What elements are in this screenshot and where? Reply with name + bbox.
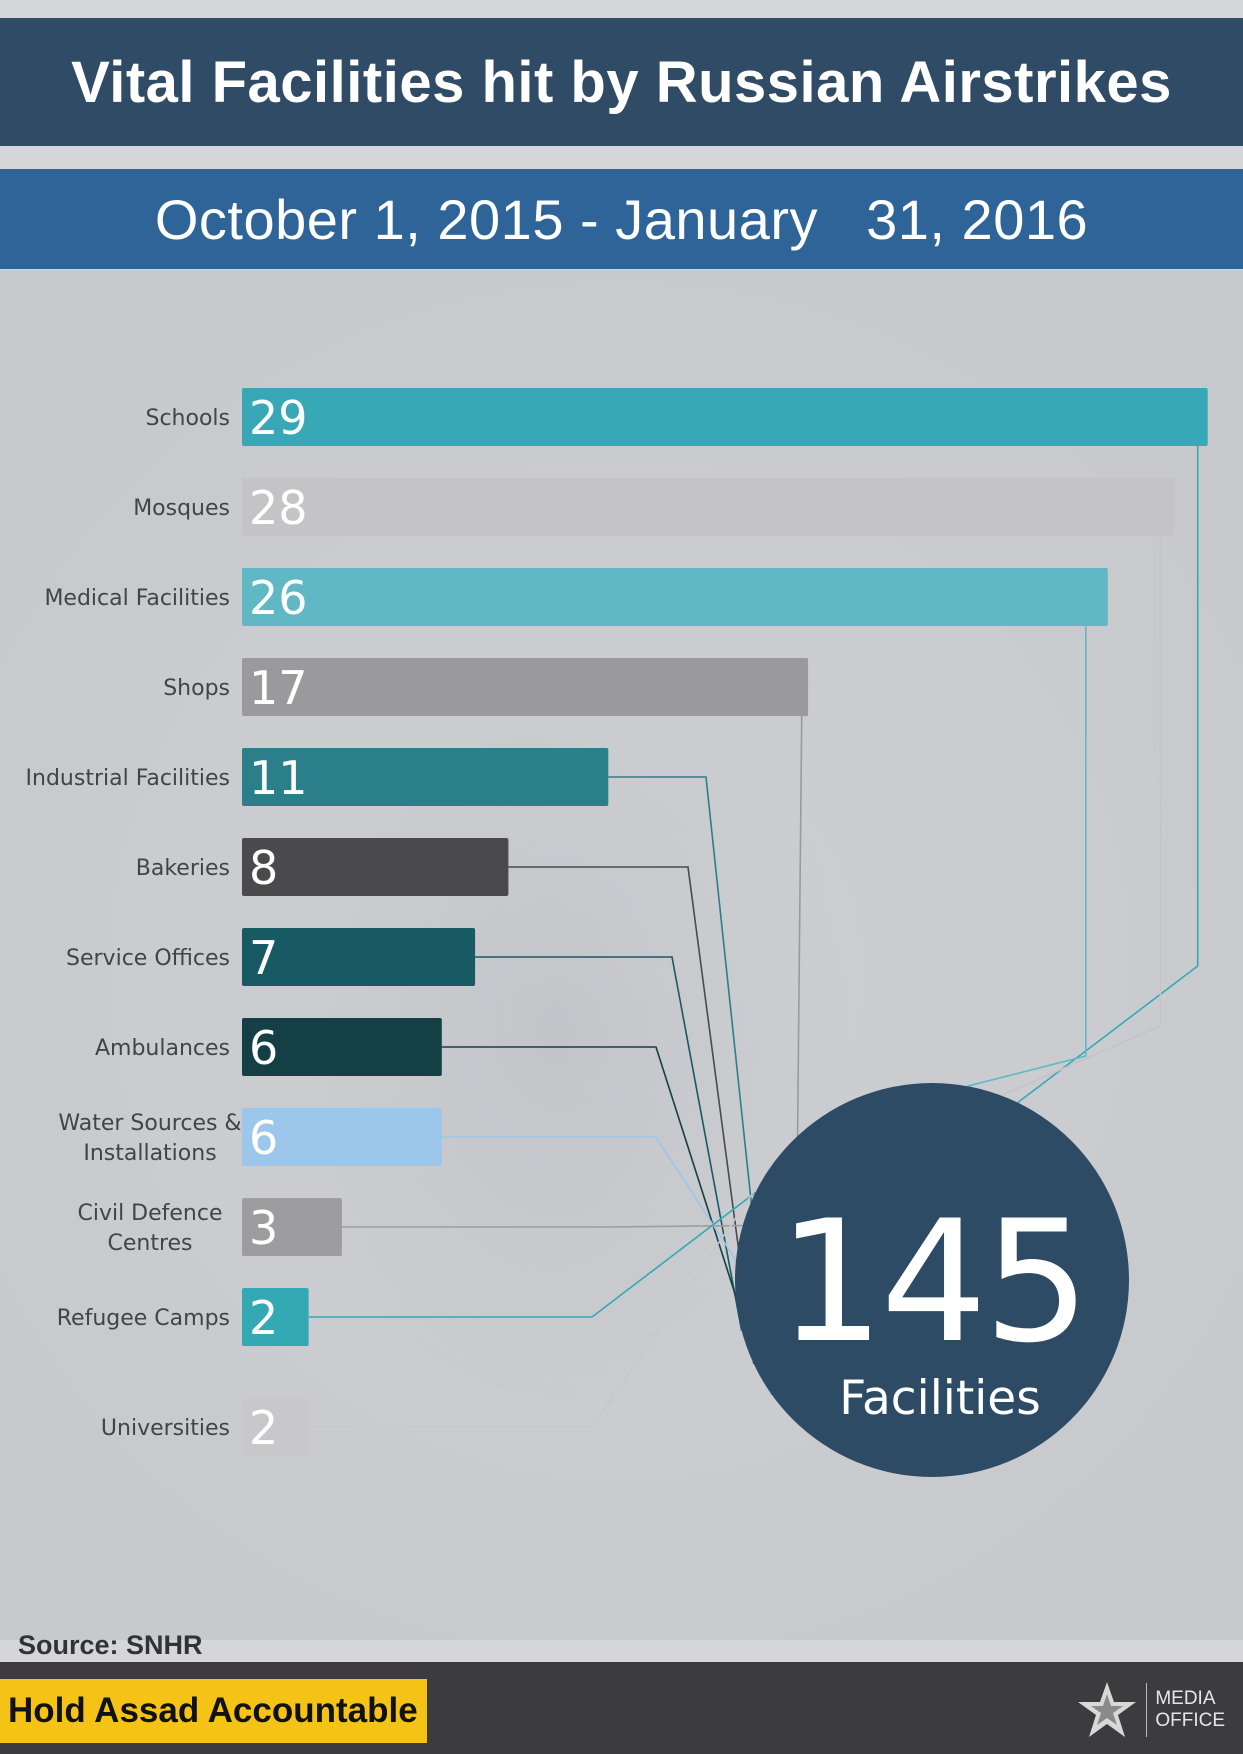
bar-refugee-camps xyxy=(242,1288,309,1346)
bar-service-offices xyxy=(242,928,476,986)
value-label-shops: 17 xyxy=(249,661,308,715)
date-range: October 1, 2015 - January 31, 2016 xyxy=(154,187,1089,251)
value-label-industrial-facilities: 11 xyxy=(249,751,308,805)
value-label-bakeries: 8 xyxy=(249,841,278,895)
connector-schools xyxy=(1017,446,1199,1104)
connector-bakeries xyxy=(508,866,755,1365)
value-label-universities: 2 xyxy=(249,1401,278,1455)
value-label-water-sources-installations: 6 xyxy=(249,1111,278,1165)
slogan-text: Hold Assad Accountable xyxy=(8,1691,418,1730)
connector-water-sources-installations xyxy=(441,1136,737,1261)
total-label: Facilities xyxy=(839,1371,1040,1426)
connector-industrial-facilities xyxy=(608,776,773,1395)
connector-service-offices xyxy=(475,956,743,1331)
category-label-service-offices: Service Offices xyxy=(66,946,230,971)
category-label-water-sources-installations: Water Sources & Installations xyxy=(58,1111,241,1166)
category-label-shops: Shops xyxy=(163,676,230,701)
value-label-medical-facilities: 26 xyxy=(249,571,308,625)
category-label-schools: Schools xyxy=(146,406,231,431)
connector-refugee-camps xyxy=(308,1191,756,1318)
bar-shops xyxy=(242,658,809,716)
connector-civil-defence-centres xyxy=(341,1224,743,1228)
date-bar: October 1, 2015 - January 31, 2016 xyxy=(0,169,1243,269)
bar-mosques xyxy=(242,478,1175,536)
connector-mosques xyxy=(1001,536,1162,1097)
category-label-universities: Universities xyxy=(101,1416,230,1441)
category-label-medical-facilities: Medical Facilities xyxy=(44,586,230,611)
bar-industrial-facilities xyxy=(242,748,609,806)
bar-universities xyxy=(242,1398,309,1456)
bar-schools xyxy=(242,388,1208,446)
logo-line-1: MEDIA xyxy=(1155,1688,1216,1709)
bar-medical-facilities xyxy=(242,568,1108,626)
value-label-mosques: 28 xyxy=(249,481,308,535)
category-label-refugee-camps: Refugee Camps xyxy=(57,1306,230,1331)
category-label-bakeries: Bakeries xyxy=(136,856,230,881)
category-label-ambulances: Ambulances xyxy=(95,1036,230,1061)
category-label-civil-defence-centres: Civil Defence Centres xyxy=(77,1201,222,1256)
connector-medical-facilities xyxy=(967,626,1087,1087)
category-label-mosques: Mosques xyxy=(133,496,230,521)
star-logo-icon xyxy=(1078,1682,1137,1737)
value-label-civil-defence-centres: 3 xyxy=(249,1201,278,1255)
page-title: Vital Facilities hit by Russian Airstrik… xyxy=(71,49,1172,115)
total-circle xyxy=(735,1083,1129,1477)
value-label-schools: 29 xyxy=(249,391,308,445)
connector-universities xyxy=(308,1161,775,1428)
title-bar: Vital Facilities hit by Russian Airstrik… xyxy=(0,18,1243,146)
bar-bakeries xyxy=(242,838,509,896)
connector-ambulances xyxy=(441,1046,737,1296)
media-office-logo: MEDIA OFFICE xyxy=(1076,1678,1225,1742)
source-note: Source: SNHR xyxy=(18,1630,203,1660)
total-value: 145 xyxy=(778,1184,1087,1380)
logo-line-2: OFFICE xyxy=(1155,1710,1225,1731)
bar-ambulances xyxy=(242,1018,442,1076)
hold-assad-accountable-banner[interactable]: Hold Assad Accountable xyxy=(0,1679,427,1743)
bar-civil-defence-centres xyxy=(242,1198,342,1256)
logo-divider xyxy=(1146,1683,1148,1737)
value-label-refugee-camps: 2 xyxy=(249,1291,278,1345)
logo-text: MEDIA OFFICE xyxy=(1155,1688,1225,1732)
value-label-ambulances: 6 xyxy=(249,1021,278,1075)
bar-water-sources-installations xyxy=(242,1108,442,1166)
total-circle-group: 145 Facilities xyxy=(735,1083,1129,1477)
footer: Hold Assad Accountable MEDIA OFFICE xyxy=(0,1662,1243,1754)
value-label-service-offices: 7 xyxy=(249,931,278,985)
category-label-industrial-facilities: Industrial Facilities xyxy=(26,766,230,791)
